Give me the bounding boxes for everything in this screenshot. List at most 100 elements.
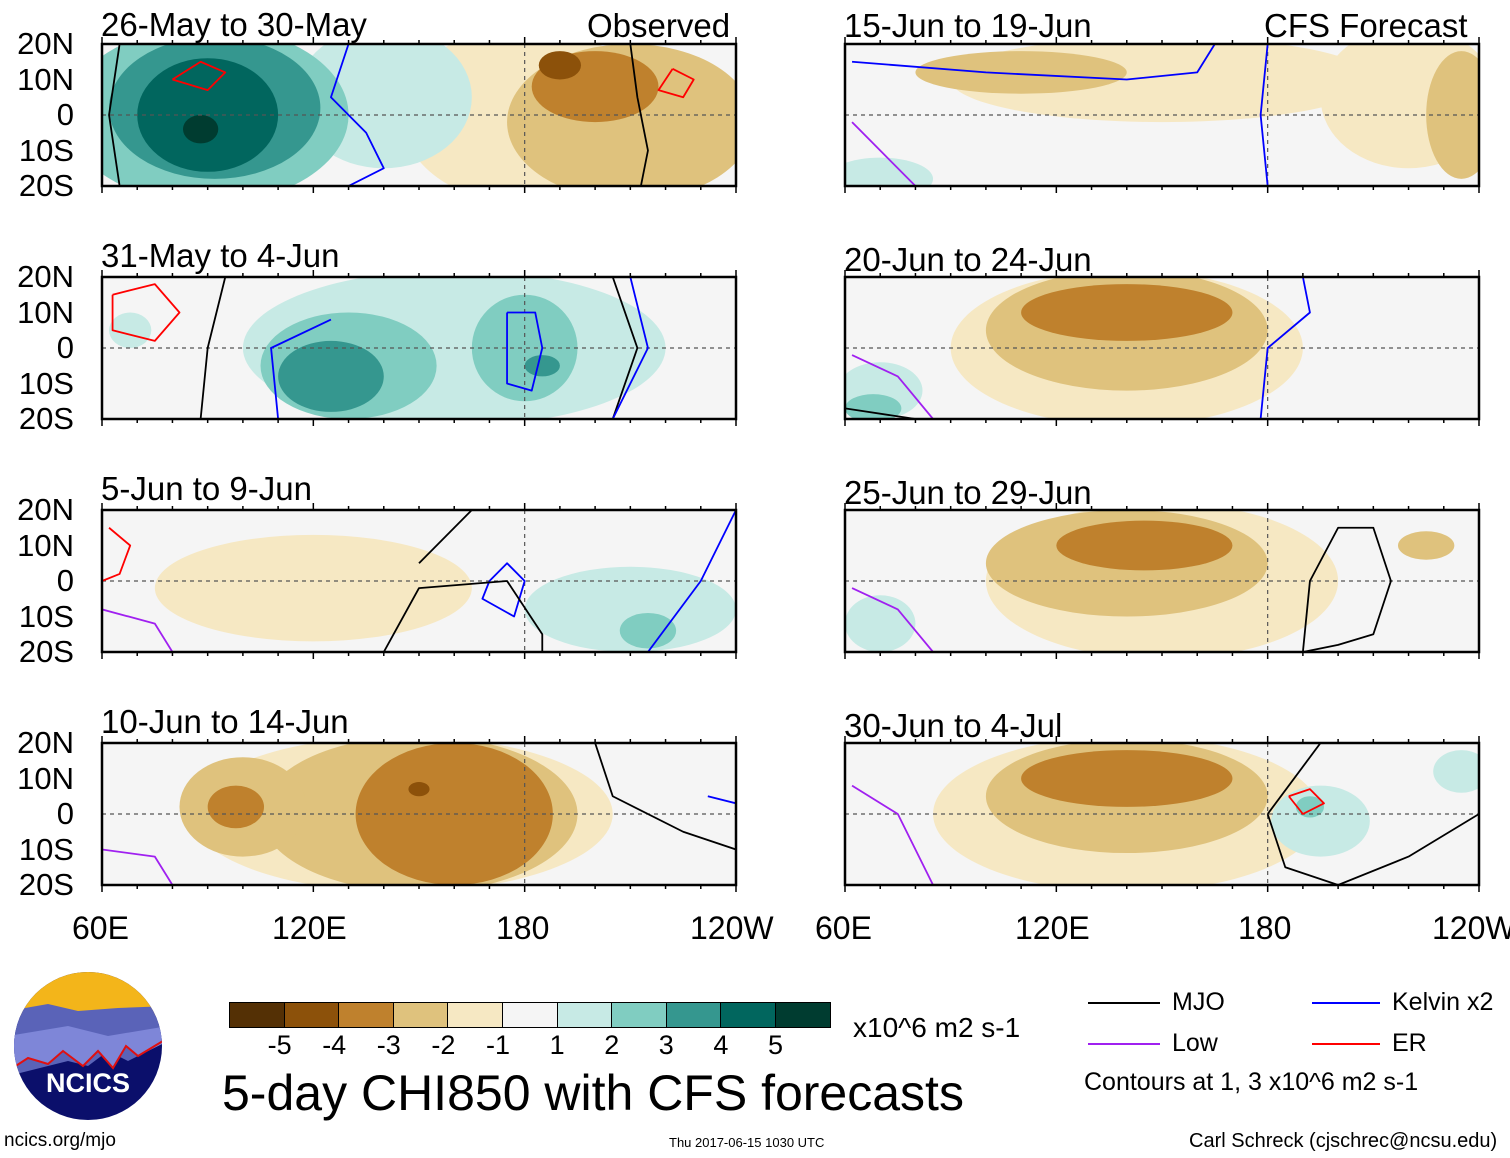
map-panel <box>843 503 1481 659</box>
legend-line-mjo <box>1088 1002 1160 1004</box>
colorbar <box>229 1002 831 1028</box>
panel-title: 10-Jun to 14-Jun <box>101 703 349 740</box>
anomaly-shading <box>845 595 916 652</box>
colorbar-label: -5 <box>267 1030 292 1060</box>
contour-line <box>1259 44 1269 186</box>
contour-line <box>1259 277 1311 419</box>
contour-line <box>171 60 227 92</box>
anomaly-shading <box>1056 520 1233 571</box>
lat-label: 0 <box>56 97 74 132</box>
panel-title: 15-Jun to 19-Jun <box>844 7 1092 44</box>
anomaly-shading <box>1426 51 1479 179</box>
lon-label: 120E <box>272 910 347 946</box>
contour-line <box>506 311 544 392</box>
lat-label: 20S <box>18 401 74 436</box>
anomaly-shading <box>408 782 430 797</box>
author-credit: Carl Schreck (cjschrec@ncsu.edu) <box>1189 1130 1498 1152</box>
anomaly-shading <box>1433 750 1479 793</box>
contour-line <box>851 44 1216 81</box>
lat-label: 10N <box>17 294 74 330</box>
lon-label: 120W <box>1432 910 1510 946</box>
colorbar-swatch <box>556 1003 612 1027</box>
lat-label: 20N <box>17 26 74 61</box>
lat-label: 20N <box>17 259 74 294</box>
map-panel <box>100 37 738 193</box>
panel-title: 26-May to 30-May <box>101 6 367 43</box>
map-panel <box>843 270 1481 426</box>
contour-line <box>611 277 639 419</box>
panel-title: 20-Jun to 24-Jun <box>844 241 1092 278</box>
lat-label: 20S <box>18 867 74 902</box>
logo-text: NCICS <box>46 1068 130 1098</box>
contour-line <box>707 795 736 805</box>
colorbar-swatch <box>392 1003 448 1027</box>
colorbar-swatch <box>501 1003 557 1027</box>
legend-line-kelvin <box>1312 1002 1380 1004</box>
contour-line <box>647 510 736 652</box>
anomaly-shading <box>524 355 560 377</box>
lat-label: 20N <box>17 725 74 760</box>
lat-label: 10N <box>17 760 74 796</box>
anomaly-shading <box>1021 750 1233 807</box>
colorbar-label: -4 <box>322 1030 347 1060</box>
colorbar-swatch <box>447 1003 502 1027</box>
colorbar-label: -2 <box>431 1030 456 1060</box>
contour-line <box>330 44 385 186</box>
anomaly-shading <box>619 612 677 649</box>
legend-label-mjo: MJO <box>1172 988 1225 1016</box>
anomaly-shading <box>1021 284 1233 341</box>
anomaly-shading <box>524 566 736 652</box>
map-panel <box>100 736 738 892</box>
contour-line <box>611 277 649 419</box>
legend-label-kelvin: Kelvin x2 <box>1392 988 1494 1016</box>
contour-line <box>102 848 174 885</box>
lat-label: 10S <box>18 132 74 168</box>
legend-label-er: ER <box>1392 1029 1427 1057</box>
legend-line-er <box>1312 1043 1380 1045</box>
lon-label: 60E <box>72 910 129 946</box>
contour-line <box>111 283 181 342</box>
anomaly-shading <box>207 785 265 829</box>
anomaly-shading <box>183 115 219 144</box>
contour-line <box>1266 813 1479 885</box>
colorbar-label: -3 <box>376 1030 401 1060</box>
colorbar-swatch <box>230 1003 284 1027</box>
colorbar-label: 5 <box>768 1030 784 1060</box>
anomaly-shading <box>109 312 152 348</box>
anomaly-shading <box>278 340 384 412</box>
colorbar-label: 1 <box>549 1030 565 1060</box>
colorbar-label: 2 <box>604 1030 620 1060</box>
colorbar-label: -1 <box>486 1030 511 1060</box>
contour-line <box>845 407 916 419</box>
lat-label: 10N <box>17 527 74 563</box>
contour-line <box>199 277 227 419</box>
lat-label: 10S <box>18 598 74 634</box>
anomaly-shading <box>845 157 934 186</box>
lat-label: 0 <box>56 330 74 365</box>
map-panel <box>843 37 1481 193</box>
colorbar-swatch <box>665 1003 721 1027</box>
legend-line-low <box>1088 1043 1160 1045</box>
panel-title: 30-Jun to 4-Jul <box>844 707 1063 744</box>
contour-line <box>1288 788 1325 815</box>
lon-label: 180 <box>496 910 550 946</box>
timestamp: Thu 2017-06-15 1030 UTC <box>669 1135 825 1150</box>
lat-label: 20N <box>17 492 74 527</box>
colorbar-swatch <box>283 1003 339 1027</box>
anomaly-shading <box>538 51 582 80</box>
contour-line <box>270 318 332 419</box>
lat-label: 10N <box>17 61 74 97</box>
site-url: ncics.org/mjo <box>4 1130 116 1151</box>
contour-line <box>418 510 473 564</box>
contour-line <box>108 44 121 186</box>
anomaly-shading <box>154 534 472 642</box>
anomaly-shading <box>1271 785 1370 857</box>
anomaly-shading <box>845 394 902 419</box>
colorbar-swatch <box>774 1003 830 1027</box>
legend-label-low: Low <box>1172 1029 1218 1057</box>
lon-label: 60E <box>815 910 872 946</box>
map-panel <box>843 736 1481 892</box>
anomaly-shading <box>1295 796 1325 818</box>
map-panel <box>100 503 738 659</box>
